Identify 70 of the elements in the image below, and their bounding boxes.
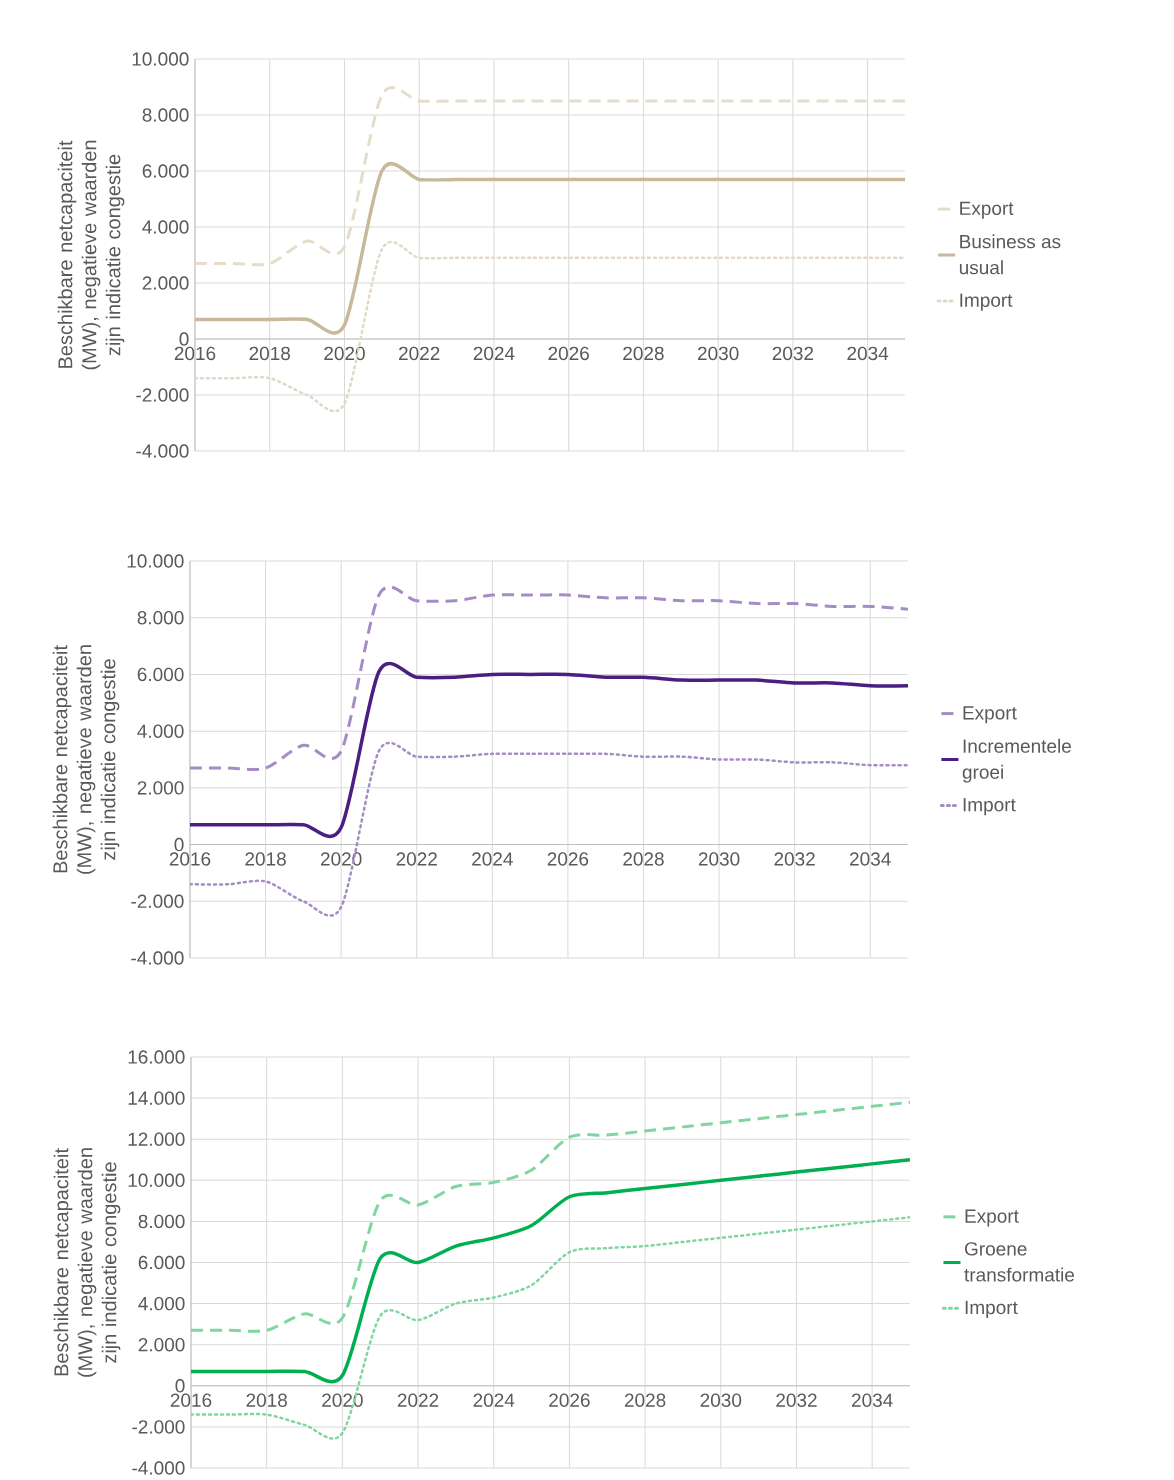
x-tick-label: 2016: [170, 1393, 212, 1407]
y-tick-label: 2.000: [137, 781, 184, 795]
y-tick-label: 4.000: [138, 1296, 185, 1311]
y-axis-title: Beschikbare netcapaciteit (MW), negatieve waarden zijn indicatie congestie: [52, 645, 120, 874]
y-tick-label: 0: [179, 332, 189, 346]
x-tick-label: 2028: [624, 1393, 666, 1407]
x-tick-label: 2020: [322, 1393, 363, 1407]
x-tick-label: 2028: [623, 346, 664, 361]
x-tick-label: 2026: [547, 852, 589, 866]
x-tick-label: 2020: [320, 852, 362, 866]
y-tick-label: -2.000: [136, 388, 189, 402]
x-tick-label: 2020: [324, 346, 365, 361]
y-tick-label: -4.000: [136, 444, 189, 458]
x-tick-label: 2032: [772, 346, 814, 361]
x-tick-label: 2034: [850, 852, 891, 866]
x-tick-label: 2022: [397, 1393, 439, 1407]
x-tick-label: 2018: [249, 346, 291, 361]
x-tick-label: 2024: [473, 1393, 515, 1407]
x-tick-label: 2018: [245, 852, 286, 866]
x-tick-label: 2016: [169, 852, 211, 866]
y-tick-label: 6.000: [138, 1255, 185, 1270]
y-tick-label: 8.000: [138, 1214, 185, 1229]
legend-label: Import: [965, 1300, 1018, 1318]
y-tick-label: 6.000: [137, 667, 184, 682]
x-tick-label: 2034: [847, 346, 889, 361]
x-tick-label: 2026: [549, 1393, 590, 1407]
x-tick-label: 2022: [396, 852, 437, 866]
x-tick-label: 2016: [174, 346, 216, 361]
legend-label: Groene transformatie: [964, 1242, 1075, 1282]
y-tick-label: 0: [174, 837, 184, 852]
legend-label: Import: [963, 798, 1016, 816]
y-tick-label: 12.000: [128, 1132, 185, 1146]
y-tick-label: 6.000: [142, 164, 189, 178]
y-tick-label: 2.000: [138, 1337, 185, 1352]
line-series: [191, 1100, 910, 1333]
y-tick-label: 8.000: [142, 108, 189, 122]
y-tick-label: 8.000: [137, 611, 184, 625]
x-tick-label: 2022: [399, 346, 440, 361]
x-tick-label: 2024: [472, 852, 513, 866]
y-tick-label: 14.000: [128, 1091, 185, 1105]
x-tick-label: 2030: [697, 346, 739, 361]
x-tick-label: 2028: [623, 852, 664, 866]
y-tick-label: 10.000: [132, 52, 189, 66]
y-tick-label: -2.000: [131, 894, 184, 909]
x-tick-label: 2034: [851, 1393, 893, 1407]
y-tick-label: 16.000: [128, 1050, 185, 1064]
x-tick-label: 2030: [698, 852, 740, 866]
legend-label: Export: [963, 706, 1017, 724]
x-tick-label: 2030: [700, 1393, 742, 1407]
legend-label: Export: [965, 1209, 1019, 1227]
y-axis-title: Beschikbare netcapaciteit (MW), negatieve waarden zijn indicatie congestie: [53, 1148, 121, 1377]
x-tick-label: 2032: [774, 852, 815, 866]
y-tick-label: 0: [175, 1379, 185, 1393]
y-tick-label: 10.000: [128, 1173, 185, 1188]
legend-label: Incrementele groei: [962, 738, 1071, 783]
y-tick-label: -4.000: [131, 951, 184, 965]
y-axis-title: Beschikbare netcapaciteit (MW), negatieve waarden zijn indicatie congestie: [57, 140, 125, 370]
y-tick-label: 10.000: [127, 554, 184, 568]
y-tick-label: 2.000: [142, 276, 189, 290]
y-tick-label: 4.000: [137, 724, 184, 738]
x-tick-label: 2018: [246, 1393, 287, 1407]
x-tick-label: 2032: [776, 1393, 817, 1407]
y-tick-label: 4.000: [142, 220, 189, 234]
y-tick-label: -2.000: [132, 1420, 185, 1434]
legend-label: Import: [960, 293, 1013, 311]
x-tick-label: 2024: [473, 346, 515, 361]
legend-label: Export: [960, 201, 1014, 219]
y-tick-label: -4.000: [132, 1461, 185, 1475]
legend-label: Business as usual: [959, 234, 1061, 275]
x-tick-label: 2026: [548, 346, 589, 361]
